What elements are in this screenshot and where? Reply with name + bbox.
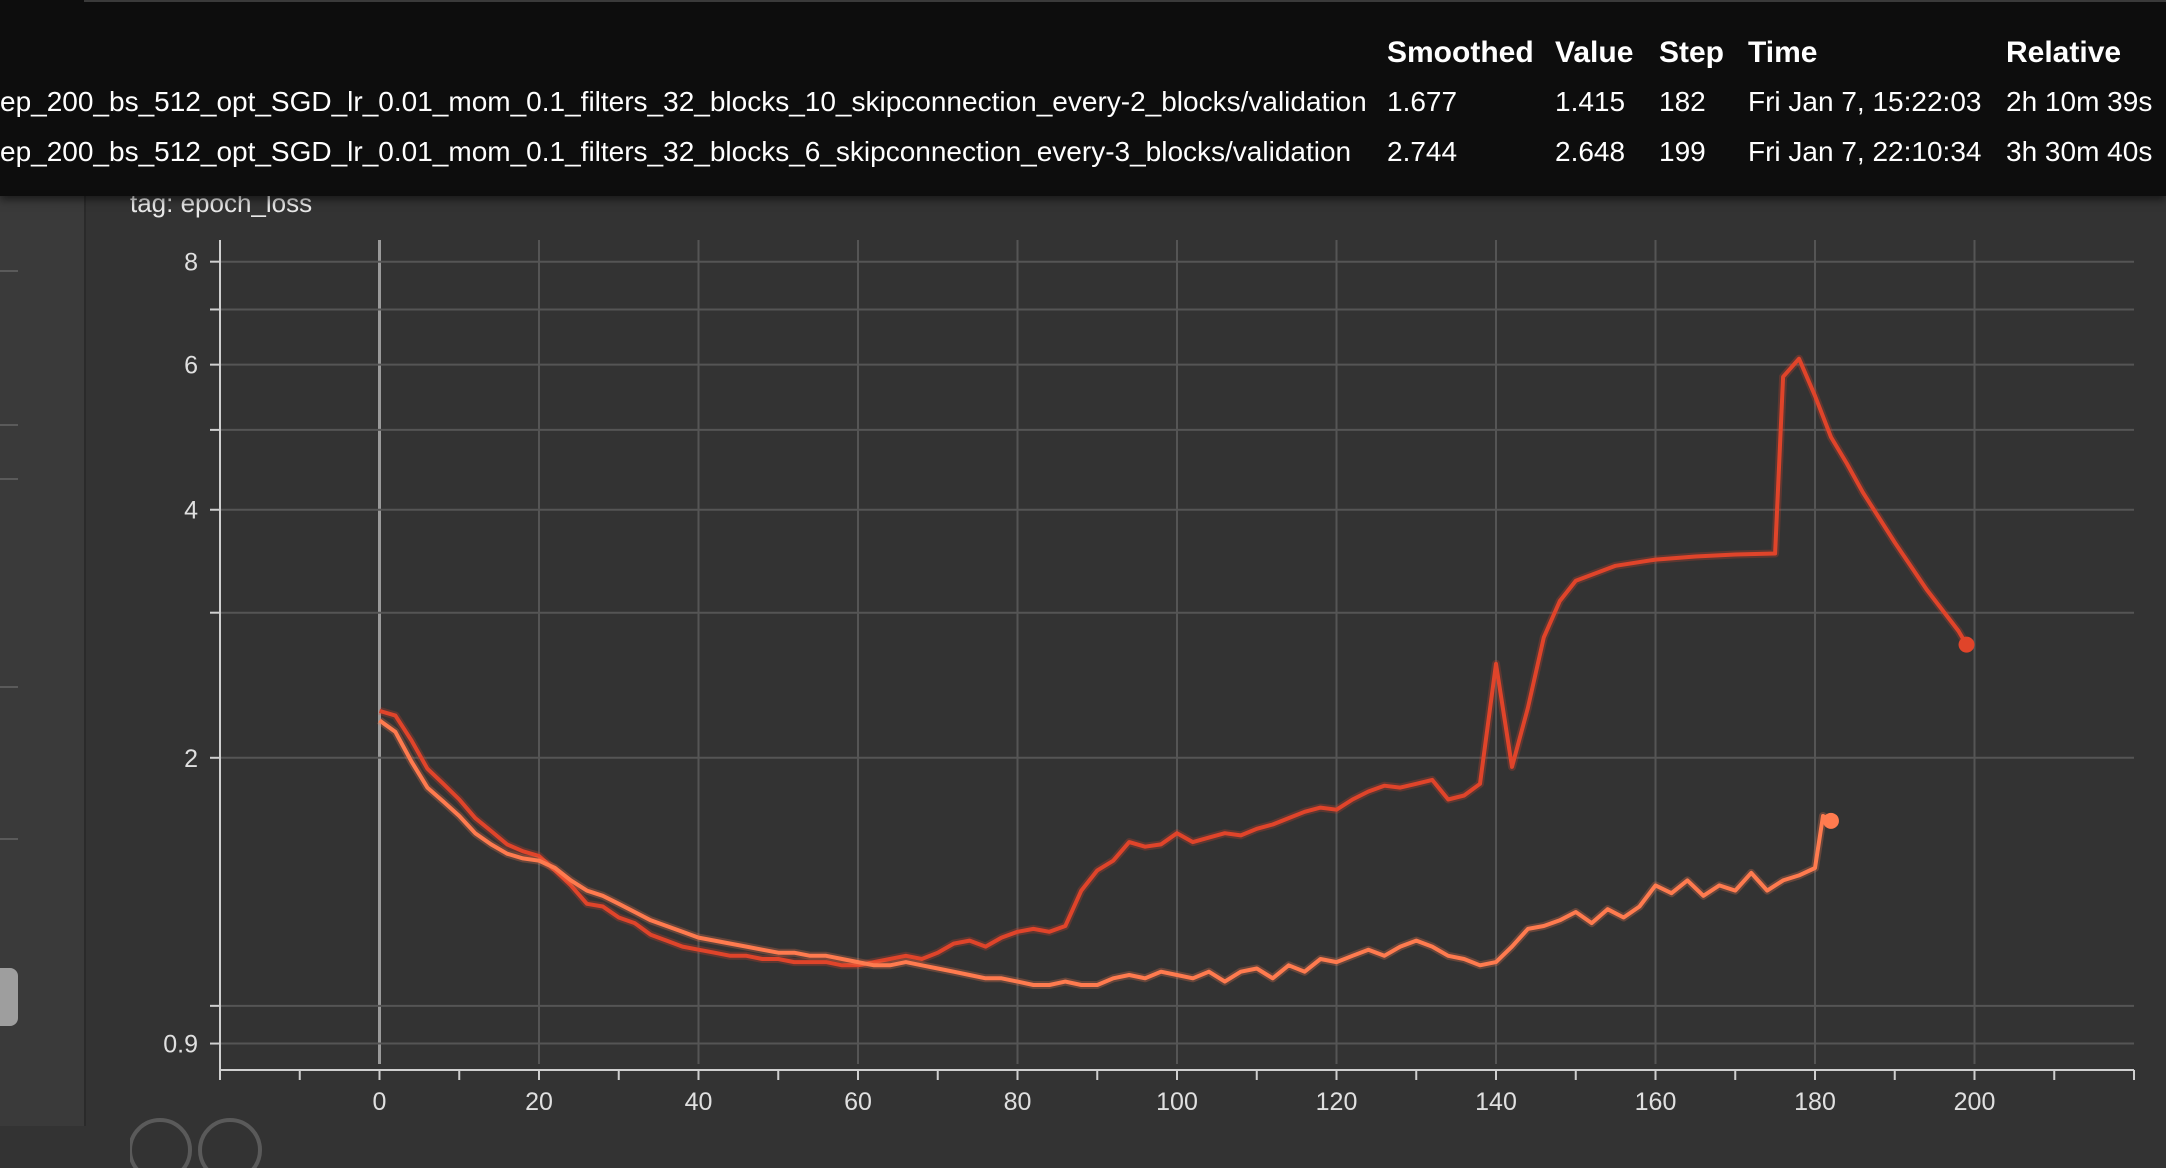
series-endpoint <box>1958 636 1975 653</box>
raw-value: 2.648 <box>1555 136 1626 167</box>
x-tick-label: 20 <box>525 1088 553 1116</box>
run-name: ep_200_bs_512_opt_SGD_lr_0.01_mom_0.1_fi… <box>0 86 1367 117</box>
raw-value: 1.415 <box>1555 86 1626 117</box>
y-tick-label: 4 <box>184 497 198 525</box>
rail-tick <box>0 478 18 480</box>
series-endpoint <box>1822 812 1839 829</box>
relative-value: 2h 10m 39s <box>2006 86 2153 117</box>
x-tick-label: 160 <box>1635 1088 1677 1116</box>
y-tick-label: 0.9 <box>163 1031 198 1059</box>
run-name: ep_200_bs_512_opt_SGD_lr_0.01_mom_0.1_fi… <box>0 136 1352 167</box>
smoothed-value: 2.744 <box>1387 136 1458 167</box>
x-tick-label: 140 <box>1475 1088 1517 1116</box>
header-step: Step <box>1659 36 1725 69</box>
tooltip-row: ep_200_bs_512_opt_SGD_lr_0.01_mom_0.1_fi… <box>0 86 2166 130</box>
x-tick-label: 60 <box>844 1088 872 1116</box>
x-tick-label: 200 <box>1954 1088 1996 1116</box>
series-shadow-line <box>378 354 1970 970</box>
rail-tick <box>0 686 18 688</box>
header-time: Time <box>1748 36 1818 69</box>
y-tick-label: 8 <box>184 249 198 277</box>
x-tick-label: 40 <box>685 1088 713 1116</box>
header-relative: Relative <box>2006 36 2122 69</box>
tooltip-row: ep_200_bs_512_opt_SGD_lr_0.01_mom_0.1_fi… <box>0 136 2166 180</box>
tooltip-header-row: Smoothed Value Step Time Relative <box>0 36 2166 80</box>
relative-value: 3h 30m 40s <box>2006 136 2153 167</box>
series-line <box>378 718 1833 987</box>
time-value: Fri Jan 7, 15:22:03 <box>1748 86 1982 117</box>
y-tick-label: 2 <box>184 745 198 773</box>
time-value: Fri Jan 7, 22:10:34 <box>1748 136 1982 167</box>
x-tick-label: 180 <box>1794 1088 1836 1116</box>
tooltip-edge <box>84 0 2166 8</box>
series-line <box>378 356 1969 968</box>
x-tick-label: 0 <box>373 1088 387 1116</box>
tooltip-panel: Smoothed Value Step Time Relative ep_200… <box>0 0 2166 196</box>
scrollbar-handle[interactable] <box>0 968 18 1026</box>
rail-tick <box>0 424 18 426</box>
x-tick-label: 100 <box>1156 1088 1198 1116</box>
x-tick-label: 120 <box>1316 1088 1358 1116</box>
header-value: Value <box>1555 36 1634 69</box>
header-smoothed: Smoothed <box>1387 36 1534 69</box>
smoothed-value: 1.677 <box>1387 86 1458 117</box>
step-value: 182 <box>1659 86 1706 117</box>
rail-tick <box>0 270 18 272</box>
y-tick-label: 6 <box>184 352 198 380</box>
x-tick-label: 80 <box>1004 1088 1032 1116</box>
card-action-icons[interactable] <box>130 1108 270 1168</box>
rail-tick <box>0 838 18 840</box>
step-value: 199 <box>1659 136 1706 167</box>
series-shadow-line <box>377 717 1834 989</box>
